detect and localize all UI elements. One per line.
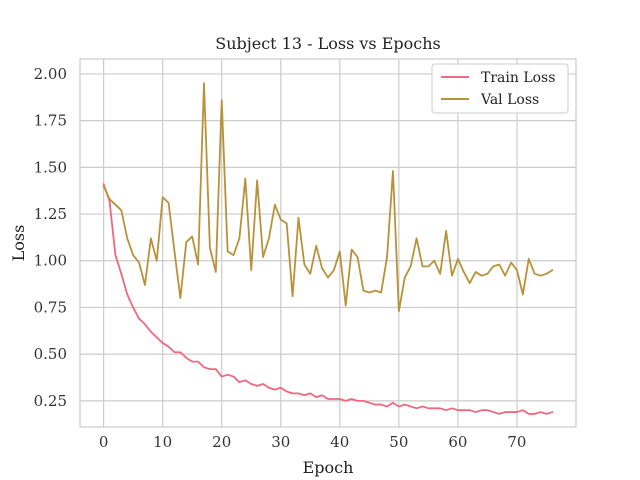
series-lines	[102, 82, 554, 415]
series-line-train-loss	[102, 183, 554, 415]
y-tick-label: 0.25	[34, 392, 67, 410]
y-tick-label: 2.00	[34, 65, 67, 83]
tick-labels: 0 10 20 30 40 50 60 70 0.25 0.50 0.75 1.00 1.25 1.50 1…	[34, 65, 527, 451]
x-tick-label: 30	[271, 433, 290, 451]
x-axis-label: Epoch	[303, 458, 354, 477]
legend: Train Loss Val Loss	[431, 63, 569, 114]
x-tick-label: 50	[389, 433, 408, 451]
chart-title: Subject 13 - Loss vs Epochs	[215, 34, 440, 53]
x-tick-label: 20	[212, 433, 231, 451]
y-tick-label: 1.75	[34, 112, 67, 130]
plot-frame	[79, 58, 577, 428]
y-axis-label: Loss	[9, 225, 28, 262]
y-tick-label: 1.50	[34, 158, 67, 176]
legend-label-train-loss: Train Loss	[481, 70, 555, 86]
grid	[80, 59, 576, 427]
legend-label-val-loss: Val Loss	[480, 92, 539, 108]
y-tick-label: 1.25	[34, 205, 67, 223]
y-tick-label: 0.75	[34, 298, 67, 316]
x-tick-label: 0	[99, 433, 109, 451]
x-tick-label: 10	[153, 433, 172, 451]
y-tick-label: 1.00	[34, 252, 67, 270]
x-tick-label: 40	[330, 433, 349, 451]
x-tick-label: 70	[507, 433, 526, 451]
x-tick-label: 60	[448, 433, 467, 451]
series-line-val-loss	[102, 82, 554, 313]
y-tick-label: 0.50	[34, 345, 67, 363]
